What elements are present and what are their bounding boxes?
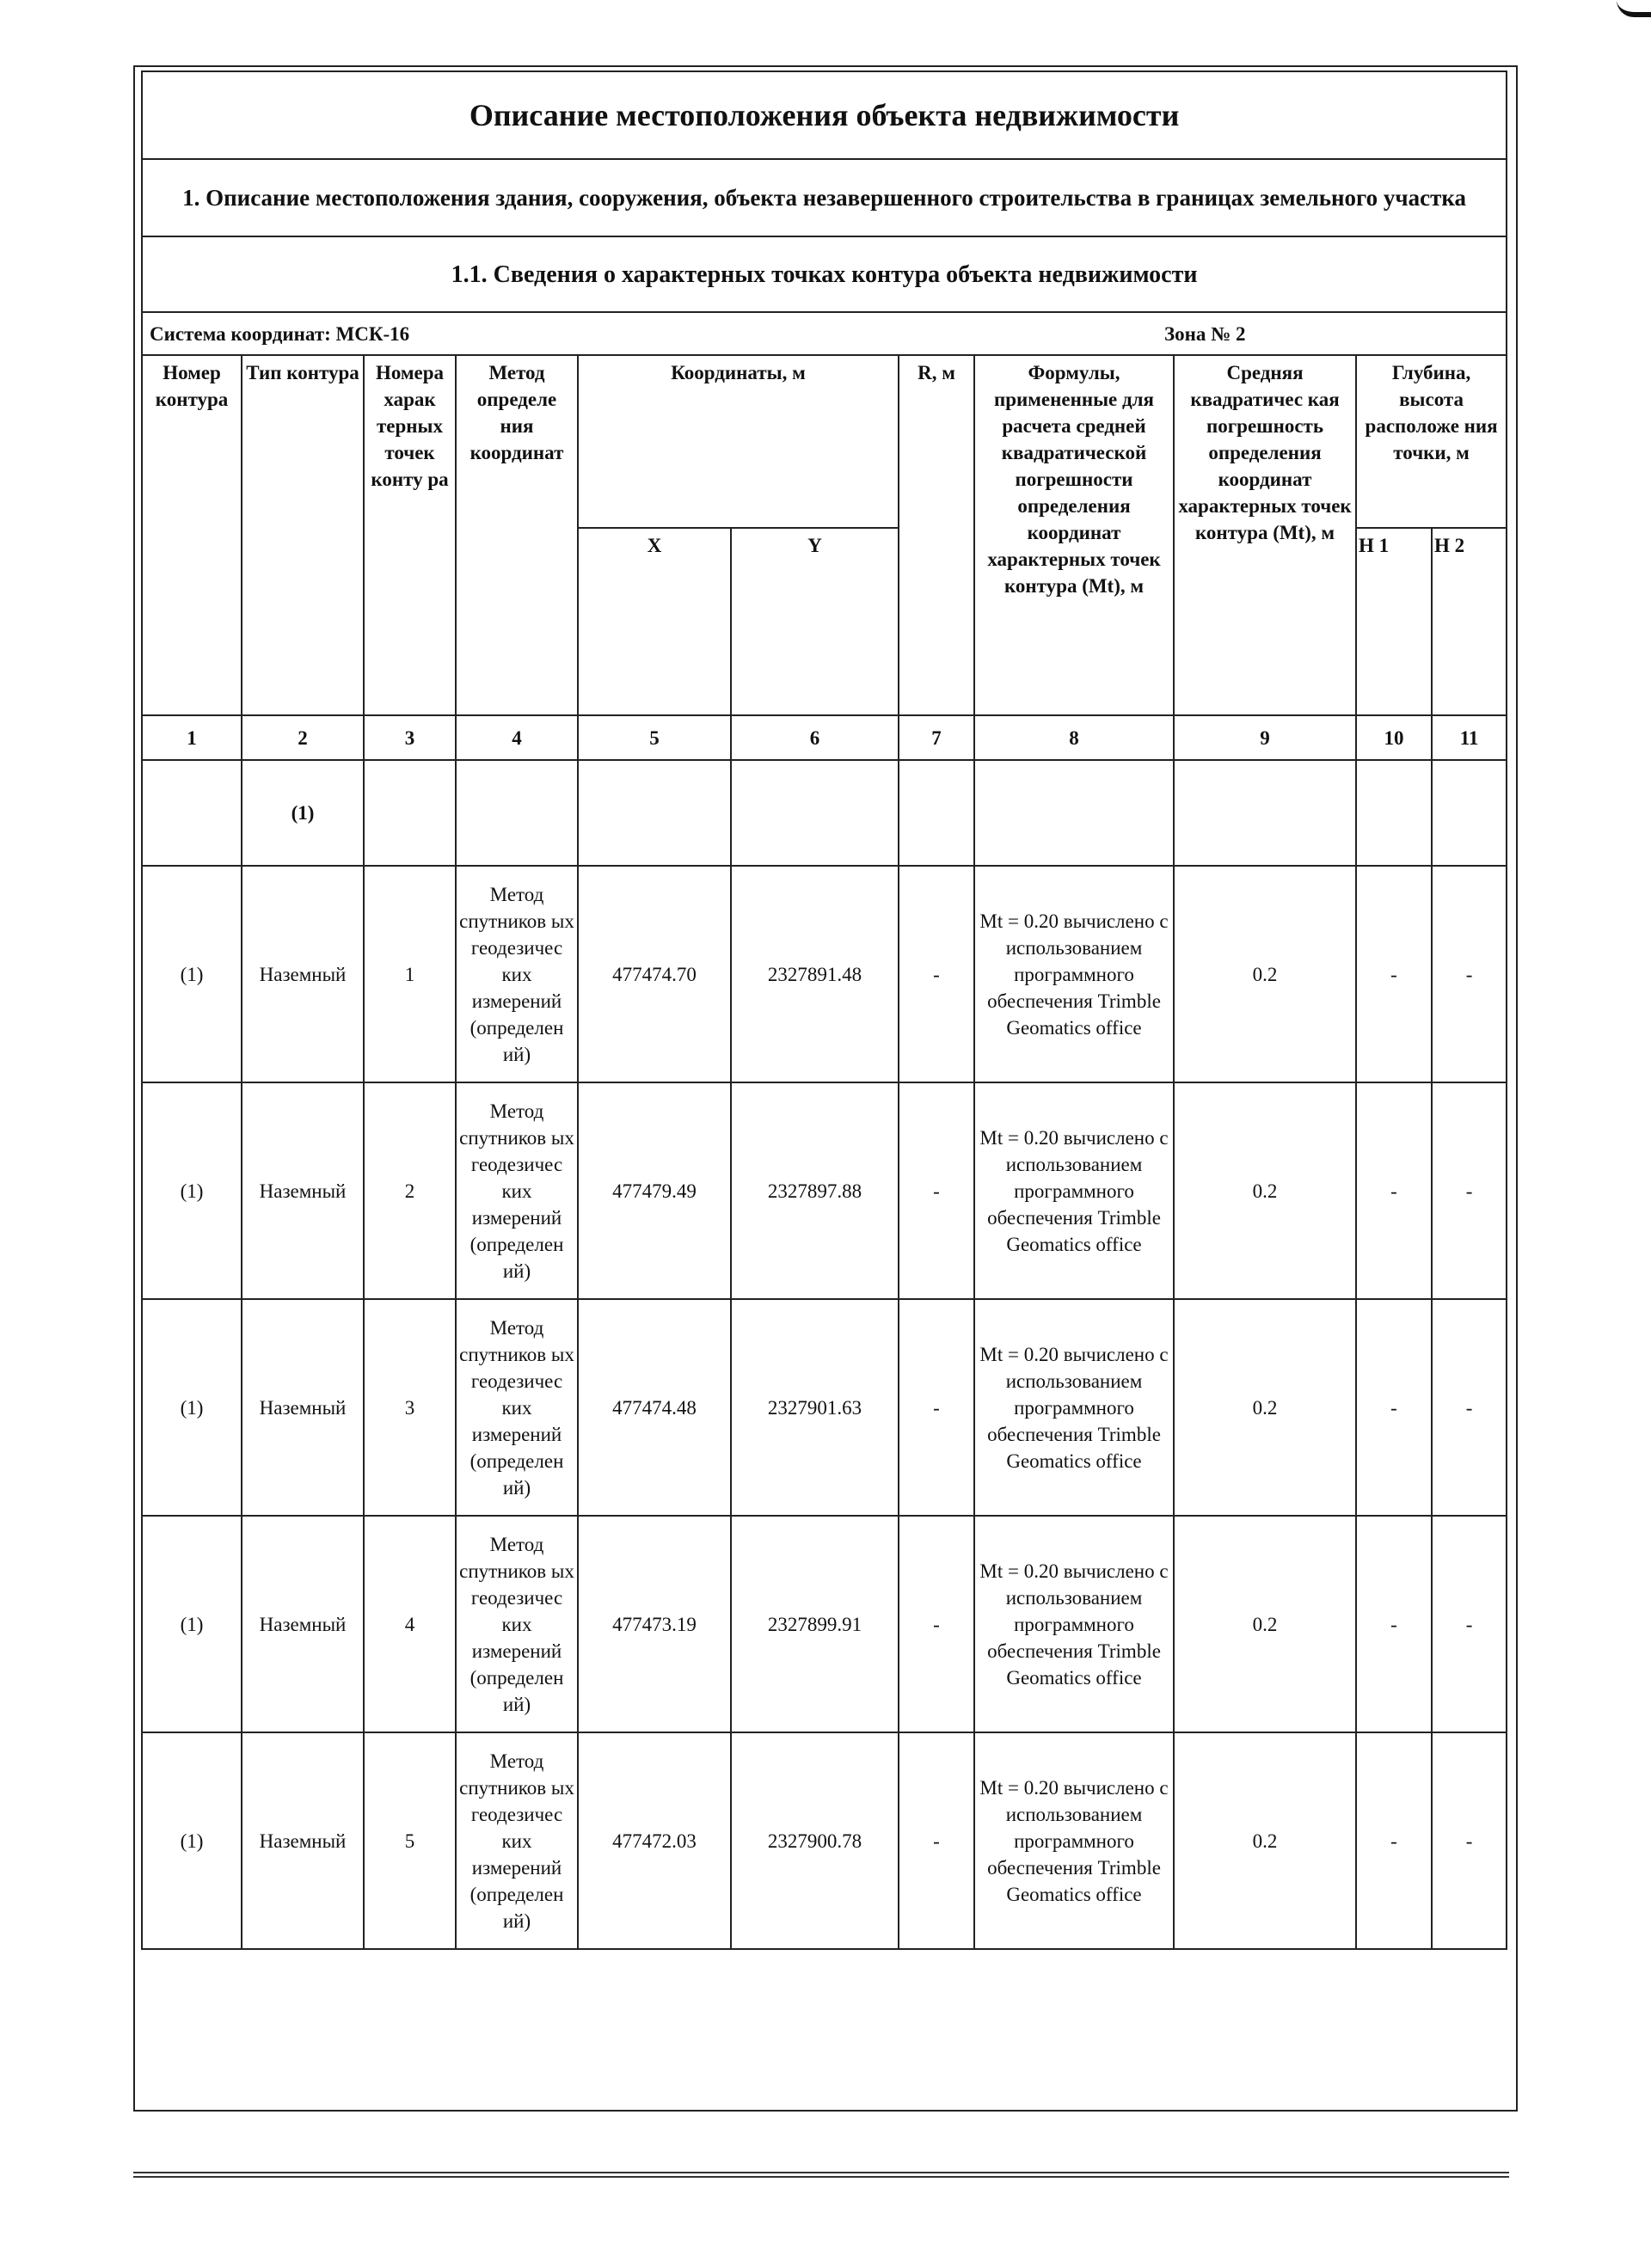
header-contour-number: Номер контура (141, 354, 242, 716)
col-number: 5 (577, 714, 732, 761)
col-number: 11 (1430, 714, 1508, 761)
header-h2: H 2 (1430, 527, 1508, 716)
section-1-1-heading: 1.1. Сведения о характерных точках конту… (140, 236, 1508, 313)
col-number: 6 (730, 714, 899, 761)
cell-point: 5 (363, 1732, 457, 1950)
cell-r: - (898, 1515, 975, 1733)
document-title: Описание местоположения объекта недвижим… (140, 70, 1508, 160)
cell-r: - (898, 1082, 975, 1300)
section-1-heading: 1. Описание местоположения здания, соору… (140, 158, 1508, 237)
empty-area (142, 1949, 1507, 2148)
col-number: 9 (1173, 714, 1357, 761)
cell-contour: (1) (141, 1298, 242, 1517)
table-row: (1) Наземный 2 Метод спутников ых геодезиче… (141, 1082, 1508, 1300)
col-number: 2 (241, 714, 365, 761)
cell-h2: - (1430, 1515, 1508, 1733)
header-mt: Средняя квадратичес кая погрешность опре… (1173, 354, 1357, 716)
cell-mt: 0.2 (1173, 1732, 1357, 1950)
zone: Зона № 2 (1164, 322, 1246, 345)
cell-mt: 0.2 (1173, 1082, 1357, 1300)
cell-formula: Mt = 0.20 вычислено с использованием про… (973, 1515, 1175, 1733)
cell-y: 2327899.91 (730, 1515, 899, 1733)
header-depth: Глубина, высота расположе ния точки, м (1354, 354, 1508, 529)
cell-y: 2327897.88 (730, 1082, 899, 1300)
header-point-numbers: Номера харак терных точек конту ра (363, 354, 457, 716)
cell-h2: - (1430, 865, 1508, 1083)
cell-method: Метод спутников ых геодезичес ких измере… (455, 1732, 579, 1950)
col-number: 10 (1355, 714, 1433, 761)
cell-contour: (1) (141, 1082, 242, 1300)
column-numbers-row: 1 2 3 4 5 6 7 8 9 10 11 (141, 714, 1508, 761)
col-number: 3 (363, 714, 457, 761)
cell-method: Метод спутников ых геодезичес ких измере… (455, 865, 579, 1083)
cell-point: 1 (363, 865, 457, 1083)
location-table: Описание местоположения объекта недвижим… (140, 70, 1508, 2148)
cell-r: - (898, 1298, 975, 1517)
cell-x: 477473.19 (577, 1515, 732, 1733)
cell-y: 2327891.48 (730, 865, 899, 1083)
col-number: 4 (455, 714, 579, 761)
cell-formula: Mt = 0.20 вычислено с использованием про… (973, 1732, 1175, 1950)
cell-type: Наземный (241, 1082, 365, 1300)
cell-x: 477479.49 (577, 1082, 732, 1300)
header-method: Метод определе ния координат (455, 354, 579, 716)
header-y: Y (730, 527, 899, 716)
cell-formula: Mt = 0.20 вычислено с использованием про… (973, 1082, 1175, 1300)
cell-mt: 0.2 (1173, 865, 1357, 1083)
cell-x: 477472.03 (577, 1732, 732, 1950)
cell-point: 2 (363, 1082, 457, 1300)
cell-h1: - (1355, 1732, 1433, 1950)
contour-label-row: (1) (141, 759, 1508, 867)
col-number: 1 (141, 714, 242, 761)
table-row: (1) Наземный 4 Метод спутников ых геодезиче… (141, 1515, 1508, 1733)
cell-type: Наземный (241, 1732, 365, 1950)
cell-h2: - (1430, 1732, 1508, 1950)
cell-type: Наземный (241, 1298, 365, 1517)
cell-contour: (1) (141, 1515, 242, 1733)
header-formulas: Формулы, примененные для расчета средней… (973, 354, 1175, 716)
header-r: R, м (898, 354, 975, 716)
cell-h2: - (1430, 1298, 1508, 1517)
cell-mt: 0.2 (1173, 1298, 1357, 1517)
cell-method: Метод спутников ых геодезичес ких измере… (455, 1515, 579, 1733)
table-row: (1) Наземный 5 Метод спутников ых геодезиче… (141, 1732, 1508, 1950)
cell-h1: - (1355, 1298, 1433, 1517)
cell-method: Метод спутников ых геодезичес ких измере… (455, 1082, 579, 1300)
coord-system-row: Система координат: МСК-16 Зона № 2 (140, 311, 1508, 356)
cell-formula: Mt = 0.20 вычислено с использованием про… (973, 1298, 1175, 1517)
cell-type: Наземный (241, 865, 365, 1083)
cell-h1: - (1355, 1082, 1433, 1300)
cell-h2: - (1430, 1082, 1508, 1300)
coord-system: Система координат: МСК-16 (150, 322, 410, 345)
cell-contour: (1) (141, 865, 242, 1083)
cell-y: 2327901.63 (730, 1298, 899, 1517)
document-frame: Описание местоположения объекта недвижим… (133, 65, 1518, 2112)
contour-label: (1) (241, 759, 365, 867)
col-number: 7 (898, 714, 975, 761)
cell-formula: Mt = 0.20 вычислено с использованием про… (973, 865, 1175, 1083)
cell-type: Наземный (241, 1515, 365, 1733)
cell-h1: - (1355, 865, 1433, 1083)
header-coordinates: Координаты, м (577, 354, 899, 529)
cell-method: Метод спутников ых геодезичес ких измере… (455, 1298, 579, 1517)
header-contour-type: Тип контура (241, 354, 365, 716)
cell-x: 477474.70 (577, 865, 732, 1083)
scan-edge-mark (1617, 0, 1651, 17)
cell-contour: (1) (141, 1732, 242, 1950)
table-row: (1) Наземный 1 Метод спутников ых геодезиче… (141, 865, 1508, 1083)
table-row: (1) Наземный 3 Метод спутников ых геодезиче… (141, 1298, 1508, 1517)
cell-r: - (898, 1732, 975, 1950)
col-number: 8 (973, 714, 1175, 761)
header-h1: H 1 (1355, 527, 1433, 716)
cell-h1: - (1355, 1515, 1433, 1733)
bottom-double-rule (133, 2172, 1509, 2178)
cell-point: 4 (363, 1515, 457, 1733)
cell-y: 2327900.78 (730, 1732, 899, 1950)
cell-x: 477474.48 (577, 1298, 732, 1517)
cell-mt: 0.2 (1173, 1515, 1357, 1733)
header-x: X (577, 527, 732, 716)
cell-r: - (898, 865, 975, 1083)
cell-point: 3 (363, 1298, 457, 1517)
